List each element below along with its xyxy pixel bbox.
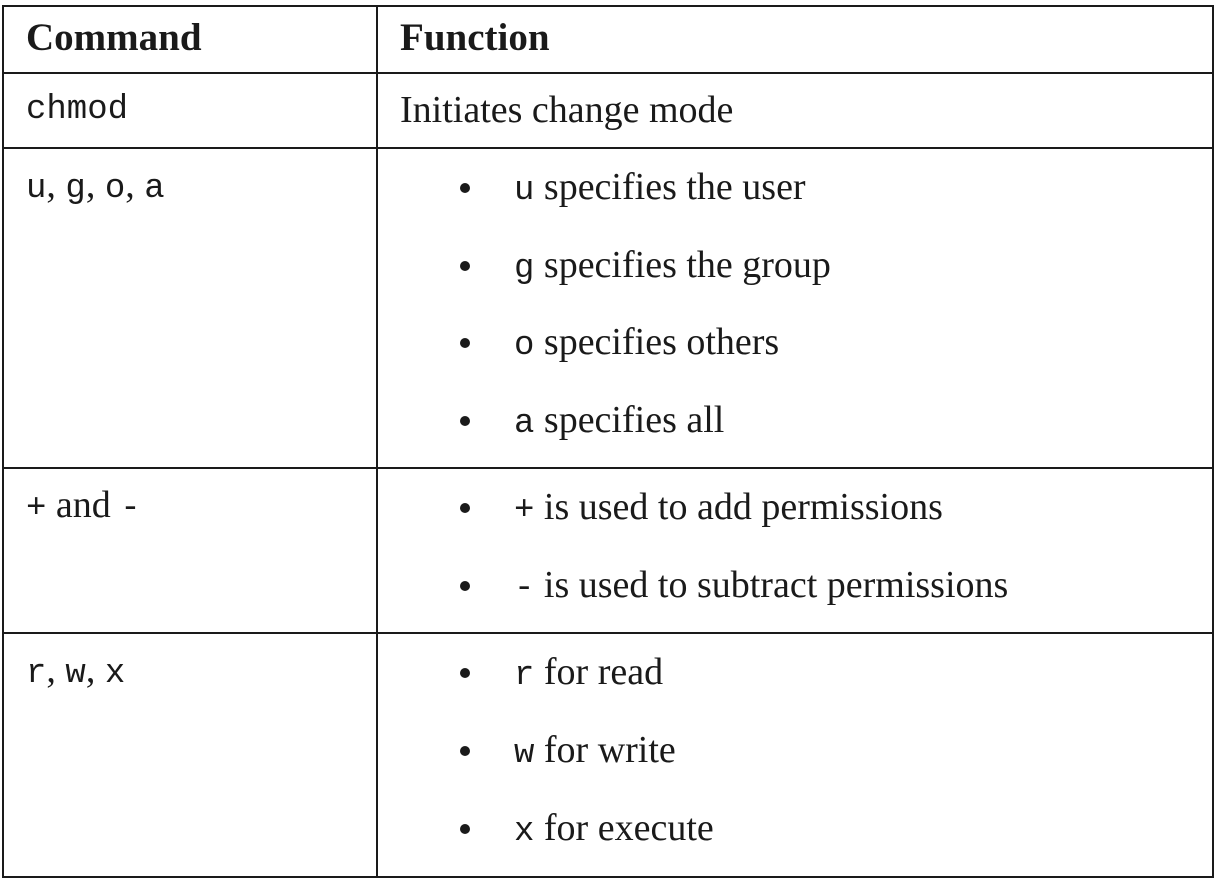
- table-row: u, g, o, a u specifies the user g specif…: [2, 147, 1214, 469]
- command-cell: r, w, x: [2, 632, 378, 878]
- header-function: Function: [376, 5, 1214, 74]
- bullet-text: specifies the user: [534, 166, 806, 208]
- command-code: a: [144, 170, 165, 208]
- bullet-text: for execute: [534, 807, 714, 849]
- command-separator: ,: [46, 164, 66, 206]
- function-cell: + is used to add permissions - is used t…: [376, 467, 1214, 634]
- bullet-text: specifies the group: [534, 243, 831, 286]
- bullet-code: r: [514, 657, 535, 695]
- function-cell: r for read w for write x for execute: [376, 632, 1214, 878]
- function-cell: Initiates change mode: [376, 72, 1214, 149]
- list-item: + is used to add permissions: [378, 477, 1212, 555]
- bullet-code: a: [514, 404, 535, 443]
- bullet-code: g: [514, 249, 535, 288]
- bullet-icon: [460, 415, 470, 426]
- table-header-row: Command Function: [2, 5, 1214, 74]
- command-cell: u, g, o, a: [2, 147, 378, 469]
- command-separator: ,: [85, 164, 105, 206]
- bullet-icon: [460, 260, 470, 271]
- command-separator: ,: [125, 164, 145, 206]
- command-separator: ,: [85, 649, 105, 691]
- list-item: w for write: [378, 720, 1212, 798]
- command-code: r: [26, 655, 47, 693]
- list-item: o specifies others: [378, 312, 1212, 390]
- list-item: x for execute: [378, 798, 1212, 876]
- list-item: g specifies the group: [378, 235, 1212, 313]
- command-cell: chmod: [2, 72, 378, 149]
- command-code: u: [26, 170, 47, 208]
- bullet-icon: [460, 183, 470, 193]
- list-item: u specifies the user: [378, 157, 1212, 235]
- header-command: Command: [2, 5, 378, 74]
- bullet-icon: [460, 338, 470, 348]
- bullet-text: for read: [534, 651, 664, 693]
- bullet-icon: [460, 668, 470, 678]
- command-separator: ,: [46, 649, 66, 691]
- header-function-label: Function: [400, 16, 550, 59]
- chmod-command-table: Command Function chmod Initiates change …: [2, 5, 1214, 878]
- function-text: Initiates change mode: [400, 89, 734, 131]
- bullet-icon: [460, 503, 470, 513]
- bullet-text: specifies others: [534, 321, 780, 363]
- table-row: chmod Initiates change mode: [2, 72, 1214, 149]
- bullet-code: w: [514, 735, 535, 773]
- bullet-code: x: [514, 813, 535, 851]
- command-cell: + and -: [2, 467, 378, 634]
- bullet-list: r for read w for write x for execute: [378, 634, 1212, 876]
- bullet-text: for write: [534, 729, 676, 771]
- command-code: g: [65, 170, 86, 208]
- bullet-code: u: [514, 172, 535, 210]
- list-item: - is used to subtract permissions: [378, 555, 1212, 633]
- bullet-icon: [460, 746, 470, 756]
- header-command-label: Command: [26, 16, 202, 59]
- table-row: + and - + is used to add permissions - i…: [2, 467, 1214, 634]
- bullet-code: -: [514, 569, 535, 608]
- bullet-code: o: [514, 327, 535, 365]
- table-row: r, w, x r for read w for write x for exe…: [2, 632, 1214, 878]
- command-code: x: [104, 655, 126, 693]
- bullet-list: + is used to add permissions - is used t…: [378, 469, 1212, 632]
- command-separator: and: [46, 484, 121, 526]
- bullet-text: is used to add permissions: [534, 486, 943, 528]
- bullet-icon: [460, 824, 470, 834]
- bullet-icon: [460, 580, 470, 591]
- bullet-list: u specifies the user g specifies the gro…: [378, 149, 1212, 467]
- command-code: -: [120, 490, 141, 528]
- command-code: chmod: [26, 91, 129, 129]
- command-code: o: [104, 170, 126, 208]
- list-item: r for read: [378, 642, 1212, 720]
- function-cell: u specifies the user g specifies the gro…: [376, 147, 1214, 469]
- list-item: a specifies all: [378, 390, 1212, 468]
- bullet-code: +: [514, 492, 535, 530]
- bullet-text: specifies all: [534, 398, 725, 441]
- command-code: +: [26, 490, 47, 528]
- command-code: w: [65, 655, 86, 693]
- bullet-text: is used to subtract permissions: [534, 563, 1009, 606]
